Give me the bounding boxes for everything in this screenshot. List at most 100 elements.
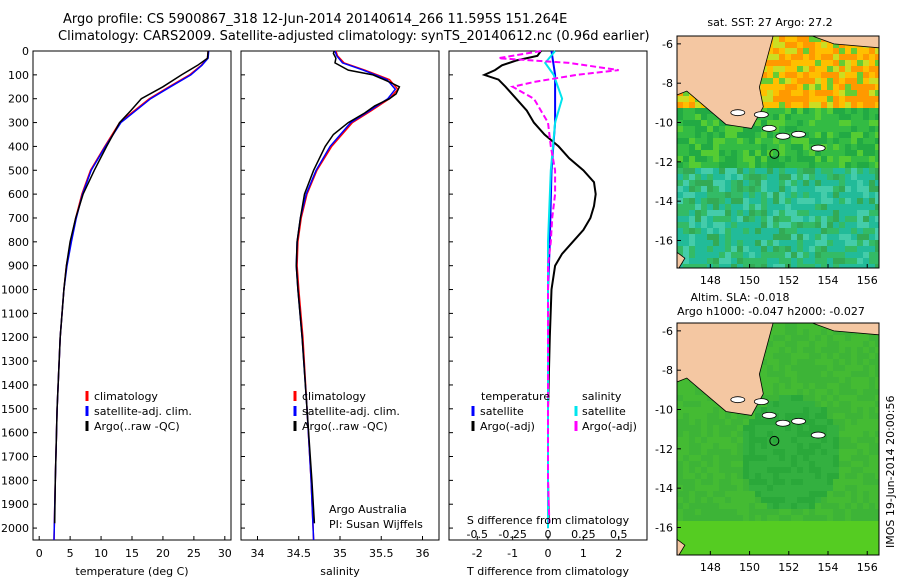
map-cell (869, 521, 875, 527)
map-cell (851, 377, 857, 383)
x-tick-label: -2 (472, 547, 483, 560)
map-cell (779, 533, 785, 539)
map-cell (815, 407, 821, 413)
map-cell (779, 503, 785, 509)
map-cell (821, 192, 827, 198)
map-cell (737, 509, 743, 515)
map-cell (785, 341, 791, 347)
map-cell (797, 485, 803, 491)
map-cell (683, 401, 689, 407)
map-cell (767, 228, 773, 234)
map-cell (797, 216, 803, 222)
map-cell (773, 371, 779, 377)
map-cell (851, 192, 857, 198)
map-cell (737, 132, 743, 138)
map-cell (767, 120, 773, 126)
map-cell (851, 383, 857, 389)
map-cell (815, 60, 821, 66)
map-cell (677, 527, 683, 533)
map-cell (779, 156, 785, 162)
map-cell (737, 252, 743, 258)
map-cell (767, 180, 773, 186)
map-cell (773, 515, 779, 521)
map-cell (851, 479, 857, 485)
map-cell (815, 521, 821, 527)
map-cell (839, 461, 845, 467)
map-cell (731, 180, 737, 186)
map-cell (683, 539, 689, 545)
map-cell (863, 335, 869, 341)
map-cell (839, 156, 845, 162)
map-cell (839, 60, 845, 66)
map-cell (809, 228, 815, 234)
map-cell (761, 491, 767, 497)
map-cell (875, 437, 879, 443)
map-cell (725, 234, 731, 240)
map-cell (845, 174, 851, 180)
map-cell (863, 174, 869, 180)
annotation-text: PI: Susan Wijffels (329, 518, 423, 531)
map-cell (731, 216, 737, 222)
map-cell (863, 407, 869, 413)
map-cell (767, 461, 773, 467)
map-cell (761, 156, 767, 162)
map-cell (713, 425, 719, 431)
map-cell (833, 216, 839, 222)
map-cell (797, 509, 803, 515)
map-cell (863, 222, 869, 228)
map-cell (821, 437, 827, 443)
map-cell (815, 461, 821, 467)
map-cell (821, 78, 827, 84)
map-cell (755, 455, 761, 461)
map-cell (761, 228, 767, 234)
map-cell (833, 347, 839, 353)
map-cell (791, 491, 797, 497)
map-cell (761, 473, 767, 479)
island (753, 111, 769, 119)
map-cell (857, 72, 863, 78)
map-cell (701, 485, 707, 491)
map-cell (749, 515, 755, 521)
map-cell (839, 437, 845, 443)
map-cell (821, 204, 827, 210)
map-cell (797, 114, 803, 120)
map-cell (857, 222, 863, 228)
map-cell (803, 42, 809, 48)
map-cell (737, 180, 743, 186)
map-cell (797, 180, 803, 186)
map-cell (815, 455, 821, 461)
map-cell (821, 114, 827, 120)
map-cell (731, 503, 737, 509)
map-cell (773, 377, 779, 383)
map-cell (779, 515, 785, 521)
map-cell (719, 473, 725, 479)
legend-label: satellite (480, 405, 524, 418)
map-field (677, 323, 879, 555)
map-cell (803, 126, 809, 132)
map-cell (749, 252, 755, 258)
map-cell (791, 371, 797, 377)
map-cell (839, 114, 845, 120)
map-cell (833, 479, 839, 485)
map-cell (773, 521, 779, 527)
map-cell (839, 389, 845, 395)
map-cell (767, 479, 773, 485)
map-cell (809, 150, 815, 156)
map-cell (785, 90, 791, 96)
map-cell (791, 551, 797, 555)
map-cell (749, 473, 755, 479)
map-cell (869, 461, 875, 467)
map-cell (701, 156, 707, 162)
map-cell (701, 180, 707, 186)
map-cell (731, 479, 737, 485)
map-cell (695, 252, 701, 258)
map-cell (689, 186, 695, 192)
map-cell (839, 174, 845, 180)
map-cell (767, 258, 773, 264)
map-cell (797, 222, 803, 228)
map-cell (731, 461, 737, 467)
map-cell (737, 515, 743, 521)
map-cell (791, 437, 797, 443)
map-cell (743, 132, 749, 138)
map-cell (869, 449, 875, 455)
